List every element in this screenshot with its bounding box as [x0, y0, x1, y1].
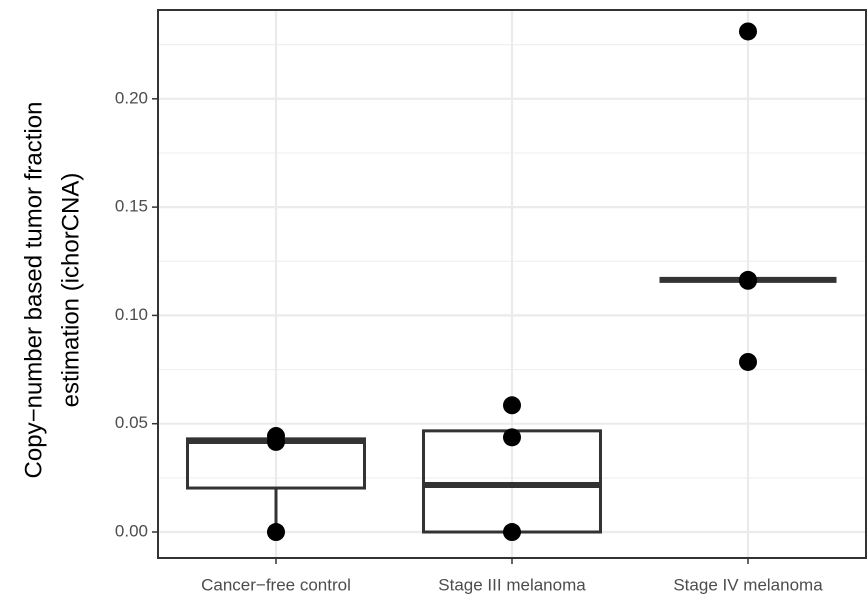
x-tick-label: Stage IV melanoma: [673, 575, 823, 594]
y-tick-label: 0.05: [115, 413, 148, 432]
y-tick-label: 0.20: [115, 88, 148, 107]
data-point: [503, 396, 521, 415]
y-tick-label: 0.15: [115, 197, 148, 216]
data-point: [739, 271, 757, 290]
data-point: [503, 428, 521, 447]
x-tick-label: Stage III melanoma: [438, 575, 586, 594]
x-tick-label: Cancer−free control: [201, 575, 351, 594]
y-tick-label: 0.00: [115, 521, 148, 540]
data-point: [267, 523, 285, 542]
panel-border: [157, 9, 867, 559]
data-point: [503, 523, 521, 542]
y-axis-label: estimation (ichorCNA): [57, 173, 84, 408]
data-point: [739, 352, 757, 371]
y-axis-label: Copy−number based tumor fraction: [20, 102, 47, 479]
data-point: [267, 432, 285, 451]
y-tick-label: 0.10: [115, 305, 148, 324]
data-point: [739, 22, 757, 41]
